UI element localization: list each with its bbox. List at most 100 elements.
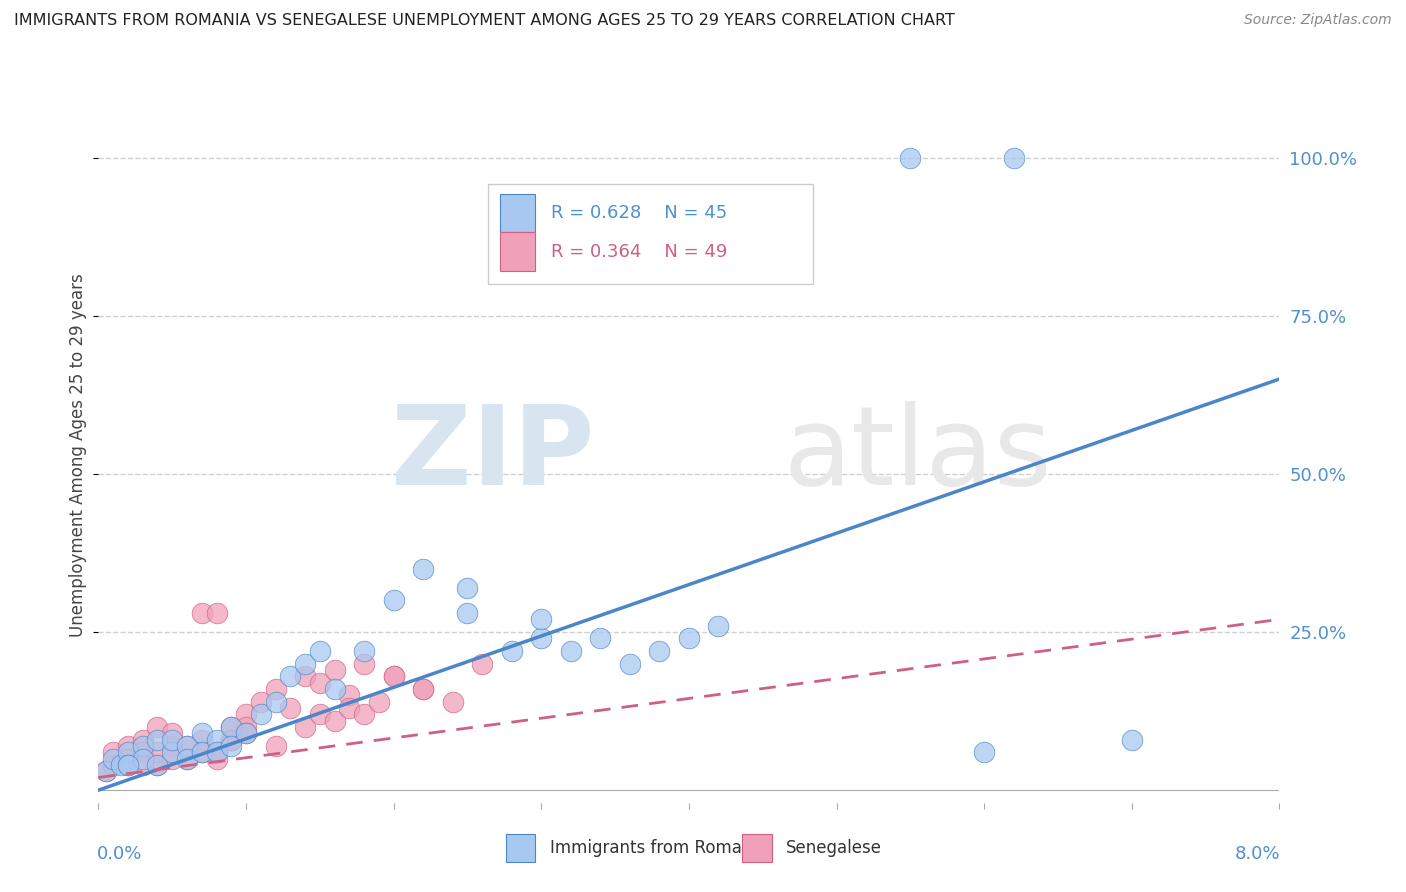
Point [219,720,242,734]
Text: R = 0.628    N = 45: R = 0.628 N = 45 [551,203,727,222]
Point [337,701,360,715]
Point [294,669,316,683]
Point [530,612,553,626]
Point [456,581,478,595]
FancyBboxPatch shape [501,232,536,270]
Point [219,739,242,753]
Point [146,757,169,772]
Point [132,757,155,772]
Point [162,745,183,759]
Point [337,688,360,702]
Point [1121,732,1143,747]
Point [294,720,316,734]
FancyBboxPatch shape [501,194,536,232]
Point [146,720,169,734]
Point [353,644,375,658]
Point [132,745,155,759]
Y-axis label: Unemployment Among Ages 25 to 29 years: Unemployment Among Ages 25 to 29 years [69,273,87,637]
Point [294,657,316,671]
Point [146,732,169,747]
Point [648,644,671,658]
Point [412,681,434,696]
Point [146,745,169,759]
Point [162,751,183,765]
Point [205,745,228,759]
Point [412,681,434,696]
FancyBboxPatch shape [742,834,772,862]
Point [412,562,434,576]
Point [94,764,117,779]
Text: IMMIGRANTS FROM ROMANIA VS SENEGALESE UNEMPLOYMENT AMONG AGES 25 TO 29 YEARS COR: IMMIGRANTS FROM ROMANIA VS SENEGALESE UN… [14,13,955,29]
Point [191,745,214,759]
Point [471,657,494,671]
Point [560,644,582,658]
Point [323,663,346,677]
Text: 0.0%: 0.0% [97,845,142,863]
Point [278,669,302,683]
Point [146,757,169,772]
FancyBboxPatch shape [488,184,813,285]
Point [353,707,375,722]
Point [250,695,273,709]
Point [323,681,346,696]
Point [264,681,287,696]
Point [205,751,228,765]
Point [110,757,132,772]
Point [132,732,155,747]
Point [323,714,346,728]
Point [367,695,389,709]
Point [308,675,332,690]
Point [176,739,198,753]
Point [176,751,198,765]
Point [94,764,117,779]
Point [441,695,464,709]
Point [205,732,228,747]
Point [900,151,922,165]
Point [117,757,139,772]
Point [707,618,730,632]
Text: R = 0.364    N = 49: R = 0.364 N = 49 [551,243,727,260]
Point [589,632,612,646]
Text: Senegalese: Senegalese [786,839,882,857]
Point [219,732,242,747]
Point [117,745,139,759]
Text: Immigrants from Romania: Immigrants from Romania [550,839,766,857]
Point [264,739,287,753]
Point [382,669,405,683]
Point [219,720,242,734]
Point [191,606,214,620]
Point [278,701,302,715]
Point [308,707,332,722]
Point [176,739,198,753]
Point [191,726,214,740]
Point [235,707,257,722]
Point [132,739,155,753]
Point [250,707,273,722]
Point [103,745,125,759]
Point [1002,151,1025,165]
Point [176,751,198,765]
Point [530,632,553,646]
Point [132,751,155,765]
Point [235,726,257,740]
Point [205,606,228,620]
Text: atlas: atlas [783,401,1052,508]
FancyBboxPatch shape [506,834,536,862]
Point [117,757,139,772]
Point [162,726,183,740]
Point [205,745,228,759]
Point [219,732,242,747]
Text: 8.0%: 8.0% [1234,845,1281,863]
Point [264,695,287,709]
Point [678,632,700,646]
Point [382,593,405,607]
Point [191,745,214,759]
Point [501,644,523,658]
Point [103,751,125,765]
Point [162,739,183,753]
Point [456,606,478,620]
Point [353,657,375,671]
Point [235,726,257,740]
Text: ZIP: ZIP [391,401,595,508]
Point [117,739,139,753]
